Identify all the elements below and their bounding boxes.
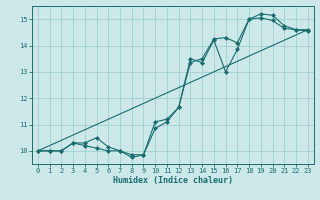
X-axis label: Humidex (Indice chaleur): Humidex (Indice chaleur) xyxy=(113,176,233,185)
